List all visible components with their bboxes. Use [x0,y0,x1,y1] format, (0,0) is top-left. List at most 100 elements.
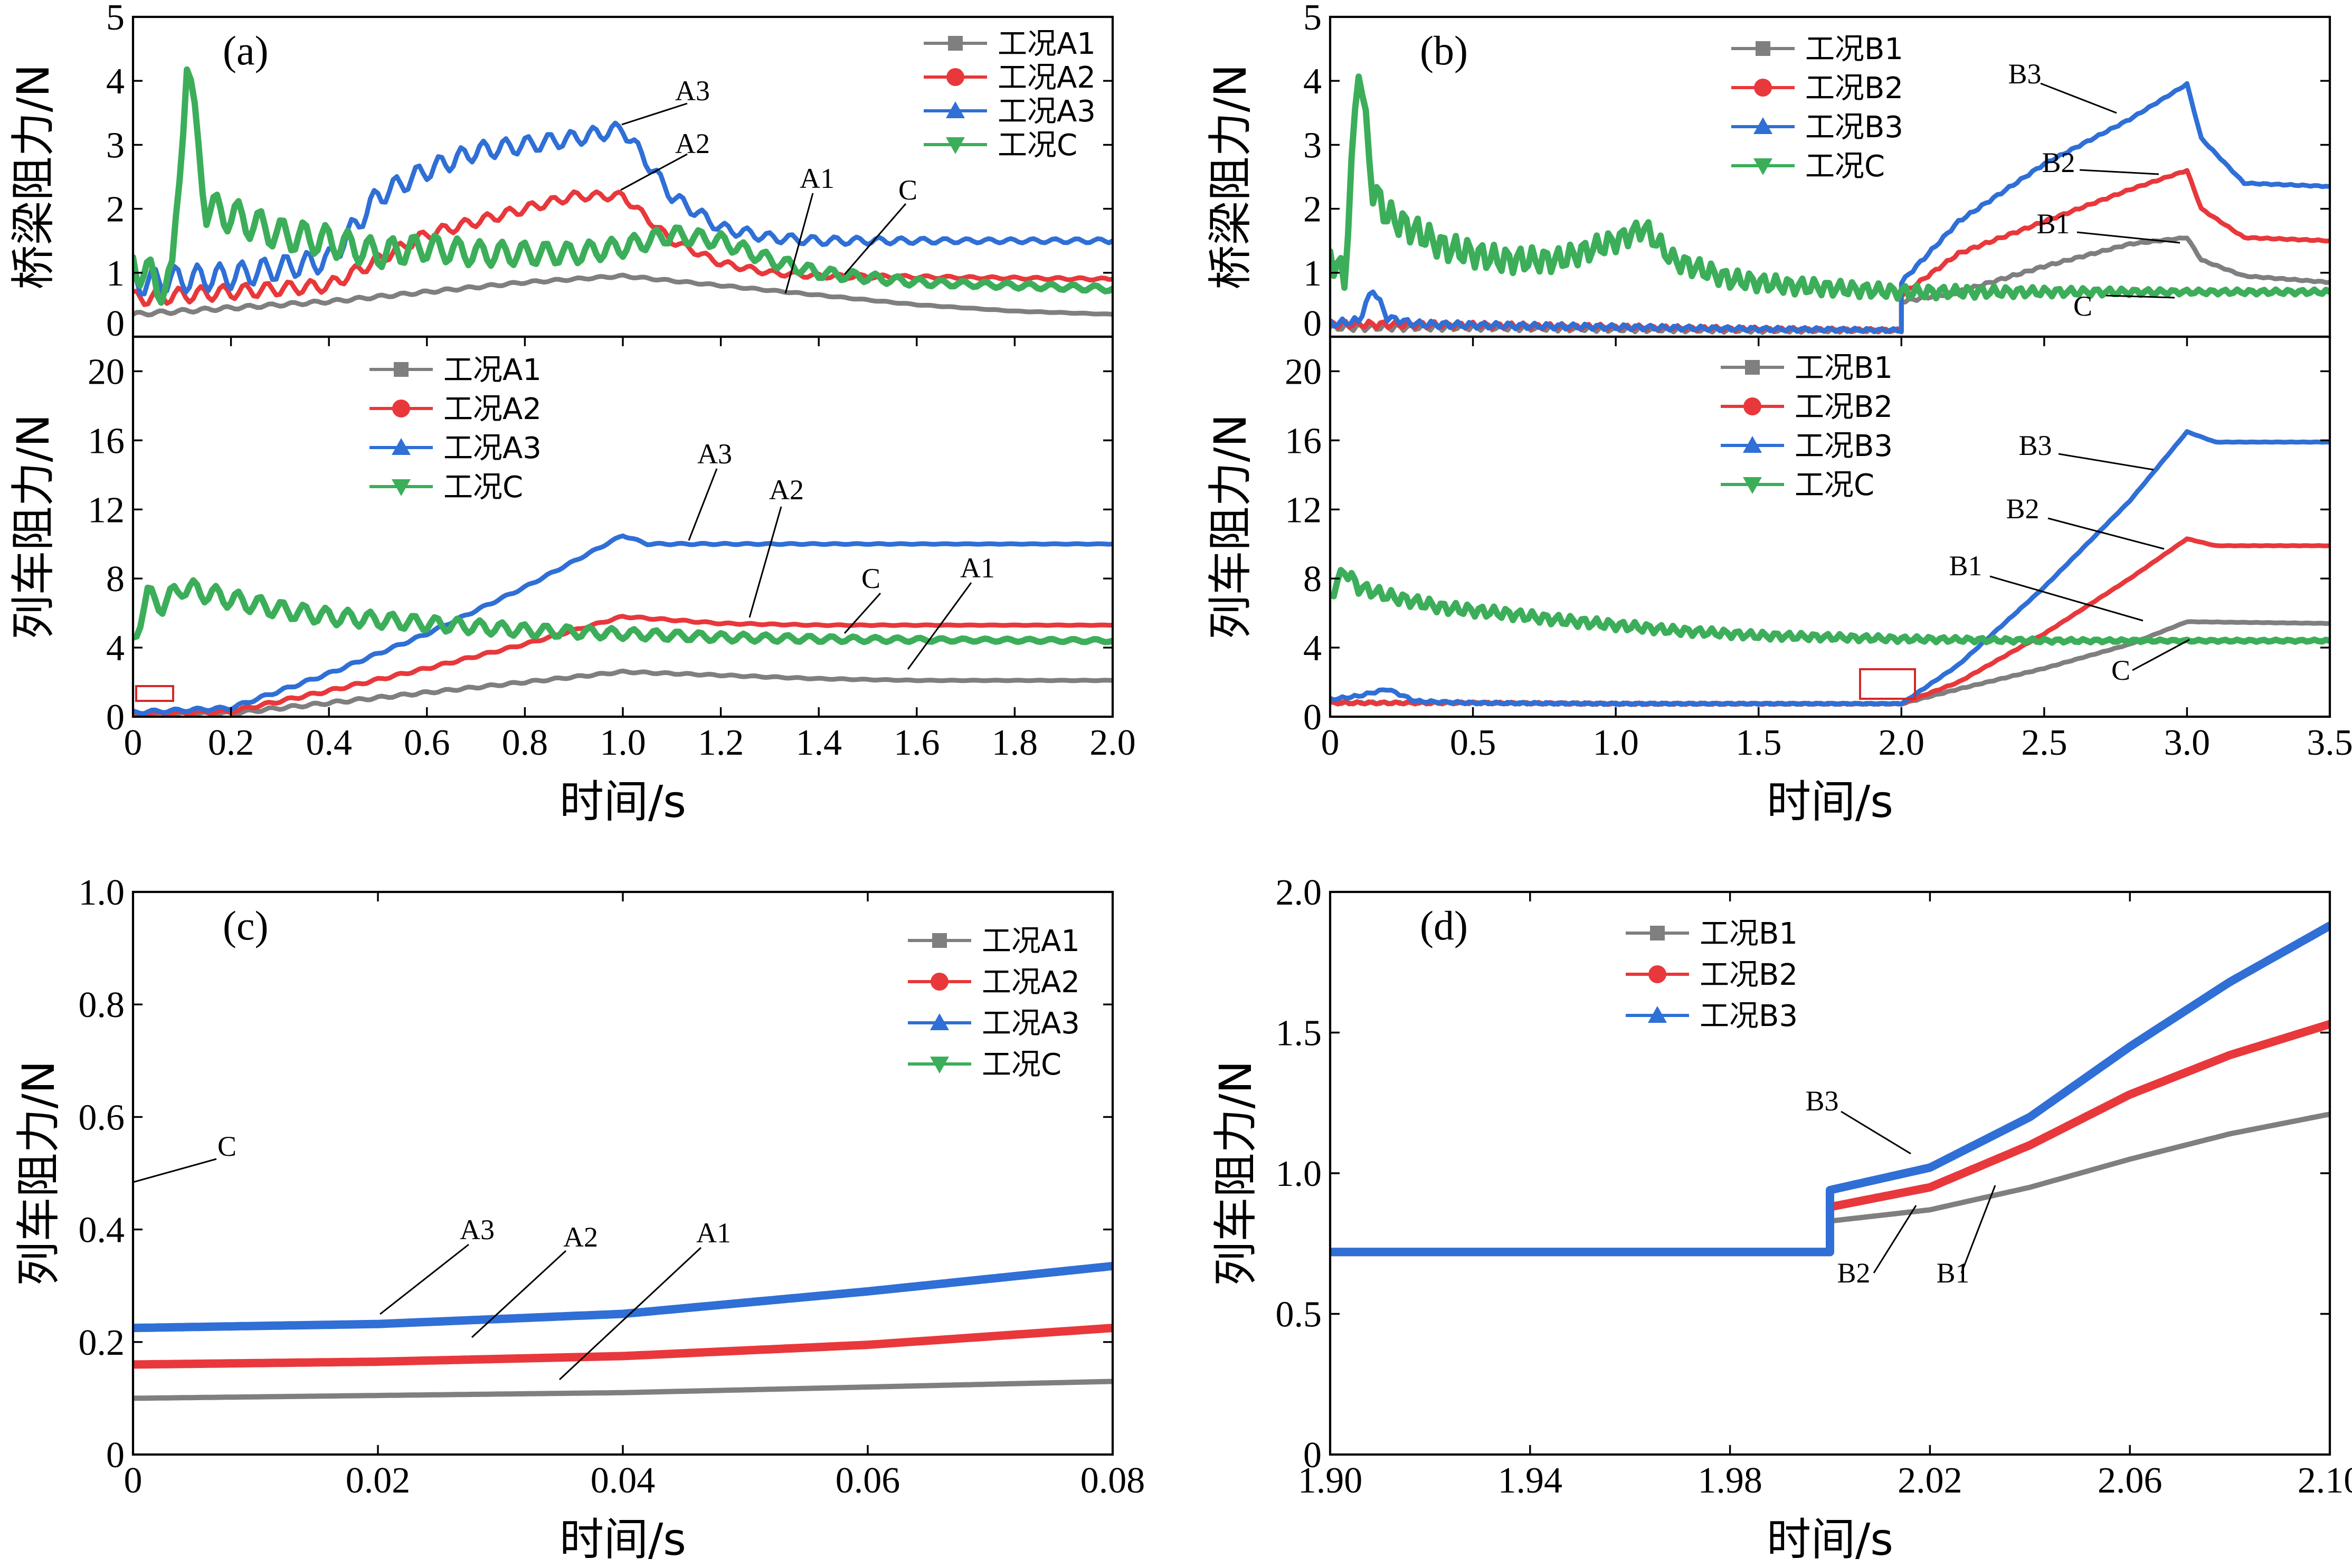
y-tick-label: 0 [1303,697,1322,738]
series-line-B2 [1330,536,2330,707]
annotation-leader [843,592,881,634]
x-tick-label: 1.0 [1592,723,1639,763]
legend-marker [946,137,965,154]
series-line-C [133,66,1113,306]
annotation-label: A2 [563,1221,598,1253]
annotation-label: C [861,563,880,594]
annotation-label: A3 [460,1214,495,1246]
annotation-label: A3 [697,438,732,470]
chart-d: 0 0.5 1.0 1.5 2.0 1.90 1.94 1.98 2.02 2.06 2.10 列车阻… [1210,872,2352,1565]
legend-marker [392,400,410,417]
series-line-C [1330,567,2330,646]
x-tick-label: 3.5 [2307,723,2352,763]
x-tick-label: 0 [1321,723,1340,763]
series-group [133,533,1113,717]
annotation-leader [2047,517,2165,550]
annotation-label: A2 [675,128,710,159]
series-line-B3 [1330,81,2330,335]
annotation-label: B1 [2036,208,2070,240]
x-tick-label: 1.2 [698,723,744,763]
legend: 工况A1 工况A2 工况A3 工况C [369,353,542,505]
annotation-label: A3 [675,75,710,107]
legend-label: 工况C [1795,468,1874,502]
legend-label: 工况A3 [982,1006,1080,1041]
legend-marker [1756,41,1770,56]
legend-label: 工况B3 [1805,110,1903,145]
legend-marker [1743,436,1762,453]
y-tick-label: 4 [106,628,125,669]
y-tick-label: 4 [106,61,125,102]
annotation-leader [471,1250,567,1338]
legend-marker [931,973,949,991]
annotation-label: C [2073,290,2092,322]
legend-label: 工况A2 [443,392,542,426]
series-group [133,1261,1113,1401]
series-line-C [133,577,1113,645]
annotation-leader [688,468,718,541]
legend-label: 工况B2 [1795,390,1893,424]
annotation-label: B2 [2006,493,2039,525]
zoom-region-box [135,685,174,702]
y-tick-label: 0.4 [79,1210,125,1251]
annotation-leader [1841,1110,1911,1155]
legend-label: 工况A1 [982,924,1080,958]
y-tick-label: 4 [1303,628,1322,669]
annotation-leader [380,1243,469,1315]
plot-frame [131,335,1114,718]
y-tick-label: 12 [88,490,125,530]
y-tick-label: 1 [106,253,125,294]
series-line-B3 [1330,921,2330,1257]
chart-a-bottom: 0 4 8 12 16 20 0 0.2 0.4 0.6 0.8 1.0 1.2 1.4 1.6 1.8 2.0… [7,335,1136,828]
legend-label: 工况C [998,128,1077,163]
x-axis-title: 时间/s [559,1514,686,1565]
annotation-leader [2132,639,2190,671]
y-axis-title: 列车阻力/N [1205,414,1256,639]
x-tick-label: 1.4 [795,723,842,763]
legend-label: 工况B2 [1700,958,1798,992]
legend-label: 工况A1 [998,27,1096,61]
legend-marker [1648,965,1666,983]
y-tick-label: 0 [106,697,125,738]
x-tick-label: 1.94 [1498,1460,1563,1501]
y-tick-label: 0 [106,1435,125,1476]
x-tick-label: 0.5 [1450,723,1496,763]
annotation-leader [907,582,972,670]
y-tick-label: 1.5 [1276,1013,1322,1054]
legend-label: 工况A2 [982,965,1080,1000]
y-tick-label: 3 [106,125,125,166]
legend-label: 工况B1 [1795,351,1893,385]
y-tick-label: 2 [106,189,125,230]
legend: 工况B1 工况B2 工况B3 [1626,917,1798,1033]
x-tick-label: 1.5 [1735,723,1782,763]
series-line-A3 [133,533,1113,716]
series-line-A3 [133,1261,1113,1333]
annotation-leader [748,506,782,618]
x-tick-label: 0 [124,1460,143,1501]
x-tick-label: 0.4 [306,723,352,763]
y-tick-label: 1.0 [79,872,125,913]
legend: 工况B1 工况B2 工况B3 工况C [1731,32,1903,184]
y-tick-label: 0.8 [79,985,125,1025]
x-tick-label: 0.8 [502,723,548,763]
legend-label: 工况C [443,470,523,505]
series-line-A2 [133,1324,1113,1369]
chart-c: 0 0.2 0.4 0.6 0.8 1.0 0 0.02 0.04 0.06 0.08 列车阻力/N 时… [13,872,1145,1565]
zoom-region-box [1859,668,1916,700]
annotation-label: B1 [1936,1257,1969,1289]
annotation-label: A1 [696,1217,731,1249]
x-tick-label: 0.06 [836,1460,900,1501]
annotation-leader [1960,1185,1996,1274]
legend-label: 工况B1 [1700,917,1798,951]
legend-marker [946,101,965,118]
legend-label: 工况B3 [1700,999,1798,1033]
y-tick-label: 5 [1303,0,1322,38]
y-tick-label: 12 [1285,490,1322,530]
x-tick-label: 1.8 [992,723,1038,763]
legend: 工况B1 工况B2 工况B3 工况C [1721,351,1893,502]
x-tick-label: 2.5 [2021,723,2068,763]
y-tick-label: 16 [1285,421,1322,461]
annotation-leader [621,102,688,126]
chart-b-top: 0 1 2 3 4 5 桥梁阻力/N (b) 工况B1 工况B2 工况B3 工况C B3 B2 B1 C [1205,0,2331,344]
